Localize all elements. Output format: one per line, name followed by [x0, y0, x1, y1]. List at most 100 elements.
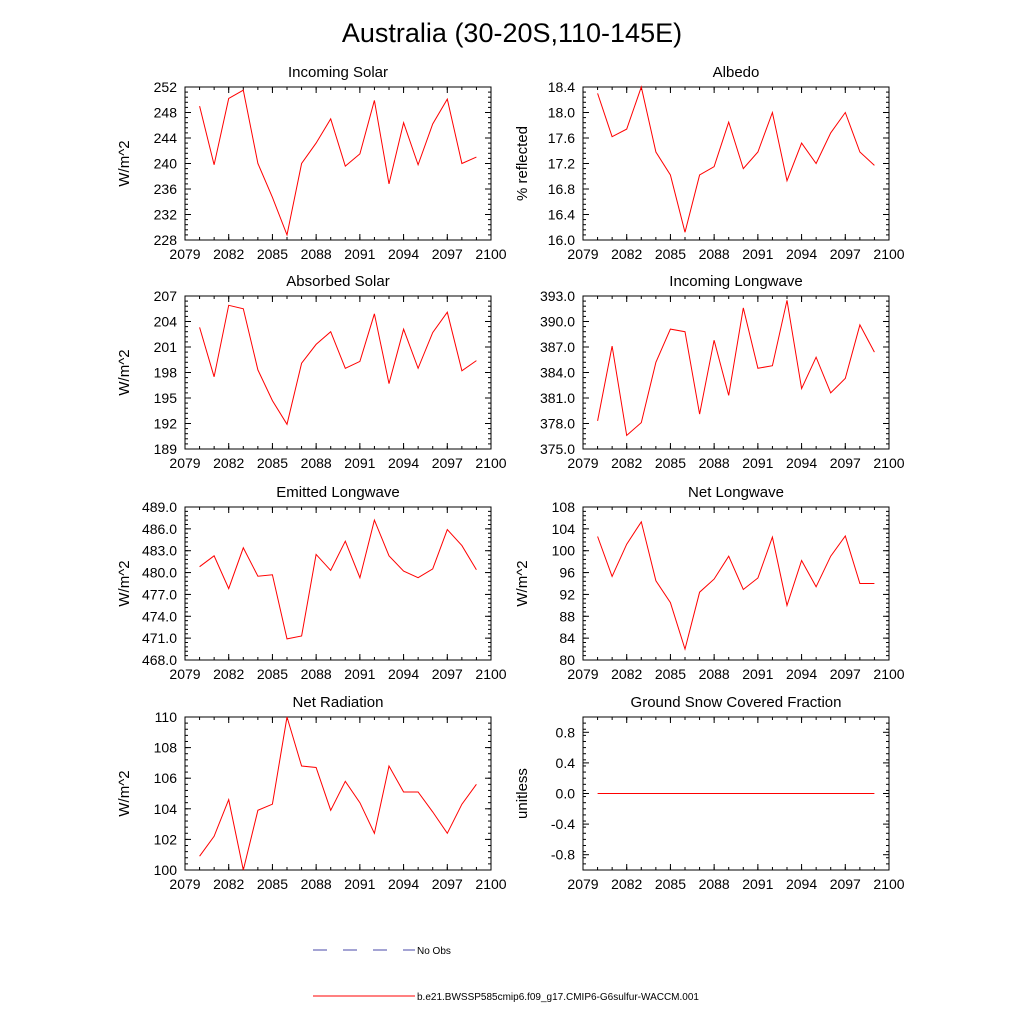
x-tick-label: 2094 — [786, 455, 817, 471]
plot-frame — [582, 295, 890, 450]
y-tick-label: 232 — [154, 207, 178, 223]
y-tick-label: 381.0 — [540, 390, 575, 406]
y-tick-label: 102 — [154, 831, 178, 847]
x-tick-label: 2079 — [169, 246, 200, 262]
x-tick-label: 2085 — [655, 666, 686, 682]
series-line — [199, 89, 477, 237]
panel-title: Incoming Solar — [288, 64, 388, 81]
x-tick-label: 2091 — [344, 876, 375, 892]
x-tick-label: 2085 — [257, 455, 288, 471]
y-tick-label: 100 — [552, 543, 576, 559]
x-tick-label: 2079 — [169, 876, 200, 892]
panels: Incoming Solar W/m^2 2079 2082 2085 2088 2091 2… — [116, 64, 905, 892]
y-tick-label: 468.0 — [142, 652, 177, 668]
y-tick-label: 474.0 — [142, 608, 177, 624]
x-tick-label: 2082 — [611, 666, 642, 682]
x-tick-label: 2097 — [830, 246, 861, 262]
x-tick-label: 2088 — [301, 455, 332, 471]
y-tick-label: 375.0 — [540, 441, 575, 457]
series-line — [597, 520, 875, 651]
y-tick-label: 108 — [154, 740, 178, 756]
figure-title: Australia (30-20S,110-145E) — [342, 18, 682, 48]
x-tick-label: 2094 — [786, 876, 817, 892]
y-tick-label: 228 — [154, 232, 178, 248]
plot-frame — [184, 86, 492, 241]
y-tick-label: 486.0 — [142, 521, 177, 537]
x-tick-label: 2088 — [699, 246, 730, 262]
y-tick-label: 378.0 — [540, 416, 575, 432]
x-tick-label: 2079 — [567, 876, 598, 892]
x-tick-label: 2094 — [786, 246, 817, 262]
x-tick-label: 2094 — [388, 876, 419, 892]
chart-panel: Albedo % reflected 2079 2082 2085 2088 2091 209… — [514, 64, 905, 262]
x-tick-label: 2091 — [344, 666, 375, 682]
x-tick-label: 2091 — [742, 666, 773, 682]
chart-panel: Net Longwave W/m^2 2079 2082 2085 2088 2091 209… — [514, 484, 905, 682]
y-axis-label: W/m^2 — [116, 770, 133, 816]
x-tick-label: 2094 — [388, 246, 419, 262]
x-tick-label: 2082 — [611, 876, 642, 892]
x-tick-label: 2082 — [213, 246, 244, 262]
y-tick-label: 16.0 — [548, 232, 575, 248]
legend: No Obs b.e21.BWSSP585cmip6.f09_g17.CMIP6… — [313, 946, 699, 1003]
y-tick-label: 207 — [154, 288, 178, 304]
y-tick-label: 384.0 — [540, 365, 575, 381]
panel-title: Absorbed Solar — [286, 273, 389, 290]
x-tick-label: 2082 — [611, 246, 642, 262]
x-tick-label: 2097 — [432, 246, 463, 262]
y-tick-label: 489.0 — [142, 499, 177, 515]
y-tick-label: 17.6 — [548, 130, 575, 146]
x-tick-label: 2094 — [388, 666, 419, 682]
x-tick-label: 2079 — [567, 666, 598, 682]
y-tick-label: 17.2 — [548, 156, 575, 172]
x-tick-label: 2082 — [611, 455, 642, 471]
y-tick-label: 236 — [154, 181, 178, 197]
y-tick-label: 18.0 — [548, 105, 575, 121]
y-tick-label: 198 — [154, 365, 178, 381]
y-tick-label: 471.0 — [142, 630, 177, 646]
x-tick-label: 2100 — [873, 455, 904, 471]
x-tick-label: 2085 — [655, 455, 686, 471]
x-tick-label: 2085 — [257, 876, 288, 892]
y-tick-label: 0.4 — [556, 755, 576, 771]
x-tick-label: 2091 — [344, 455, 375, 471]
y-tick-label: 88 — [559, 608, 575, 624]
y-tick-label: 108 — [552, 499, 576, 515]
y-tick-label: 393.0 — [540, 288, 575, 304]
series-line — [199, 304, 477, 426]
x-tick-label: 2085 — [655, 246, 686, 262]
y-tick-label: 0.0 — [556, 786, 576, 802]
y-tick-label: 84 — [559, 630, 575, 646]
y-tick-label: 201 — [154, 339, 178, 355]
y-tick-label: 483.0 — [142, 543, 177, 559]
y-tick-label: 96 — [559, 565, 575, 581]
chart-panel: Incoming Longwave 2079 2082 2085 2088 2091 209… — [540, 273, 905, 471]
x-tick-label: 2097 — [432, 455, 463, 471]
y-axis-label: W/m^2 — [514, 560, 531, 606]
panel-title: Incoming Longwave — [669, 273, 802, 290]
y-tick-label: 195 — [154, 390, 178, 406]
y-tick-label: 480.0 — [142, 565, 177, 581]
chart-panel: Emitted Longwave W/m^2 2079 2082 2085 2088 209… — [116, 484, 507, 682]
x-tick-label: 2088 — [301, 876, 332, 892]
x-tick-label: 2082 — [213, 666, 244, 682]
x-tick-label: 2085 — [257, 666, 288, 682]
y-tick-label: 244 — [154, 130, 178, 146]
y-tick-label: 204 — [154, 314, 178, 330]
x-tick-label: 2079 — [567, 455, 598, 471]
plot-frame — [184, 506, 492, 661]
plot-frame — [184, 716, 492, 871]
y-tick-label: 80 — [559, 652, 575, 668]
x-tick-label: 2100 — [475, 455, 506, 471]
legend-model-label: b.e21.BWSSP585cmip6.f09_g17.CMIP6-G6sulf… — [417, 992, 699, 1003]
plot-frame — [184, 295, 492, 450]
y-tick-label: 189 — [154, 441, 178, 457]
y-tick-label: 16.4 — [548, 207, 575, 223]
x-tick-label: 2097 — [432, 666, 463, 682]
y-tick-label: 248 — [154, 105, 178, 121]
series-line — [199, 518, 477, 640]
y-tick-label: 18.4 — [548, 79, 575, 95]
panel-title: Net Longwave — [688, 484, 784, 501]
x-tick-label: 2097 — [830, 455, 861, 471]
